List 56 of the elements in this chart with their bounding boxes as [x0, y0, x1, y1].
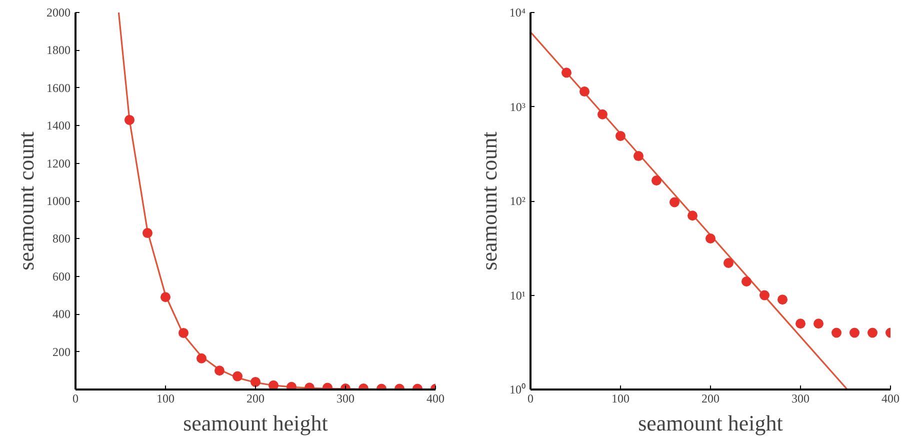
x-tick-label: 400: [426, 392, 444, 406]
y-axis-title: seamount count: [476, 132, 502, 270]
x-tick-label: 300: [792, 392, 810, 406]
point: [868, 328, 878, 338]
point: [724, 258, 734, 268]
y-tick-label: 800: [52, 232, 70, 246]
x-axis-title: seamount height: [638, 410, 783, 436]
y-tick-label: 10¹: [510, 288, 526, 302]
y-tick-label: 600: [52, 269, 70, 284]
point: [814, 318, 824, 329]
point: [760, 290, 770, 300]
point: [580, 86, 590, 97]
point: [178, 328, 188, 338]
point: [598, 109, 608, 120]
point: [250, 376, 260, 387]
y-axis-title: seamount count: [14, 132, 38, 270]
point: [742, 276, 752, 286]
point: [634, 151, 644, 162]
point: [286, 382, 296, 390]
y-tick-label: 400: [52, 307, 70, 322]
x-tick-label: 200: [702, 392, 720, 406]
point: [214, 366, 224, 376]
point: [796, 318, 806, 329]
point: [706, 234, 716, 244]
point: [232, 371, 242, 382]
point: [832, 328, 842, 338]
x-tick-label: 0: [72, 392, 78, 406]
x-axis-title: seamount height: [183, 410, 328, 436]
point: [670, 197, 680, 208]
point: [778, 294, 788, 305]
x-tick-label: 0: [528, 392, 534, 406]
x-tick-label: 300: [336, 392, 354, 406]
y-tick-label: 1000: [46, 194, 70, 208]
point: [562, 68, 572, 78]
y-tick-label: 1800: [46, 43, 70, 58]
y-tick-label: 200: [52, 344, 70, 359]
x-tick-label: 100: [612, 392, 630, 406]
point: [142, 228, 152, 238]
x-tick-label: 200: [246, 392, 264, 406]
x-tick-label: 400: [882, 392, 900, 406]
y-tick-label: 2000: [46, 6, 70, 20]
y-tick-label: 10⁴: [509, 6, 526, 20]
point: [616, 130, 626, 141]
point: [196, 353, 206, 364]
y-tick-label: 10²: [510, 194, 526, 208]
point: [652, 176, 662, 186]
point: [850, 328, 860, 338]
y-tick-label: 1400: [46, 118, 70, 133]
point: [688, 210, 698, 221]
point: [160, 292, 170, 302]
x-tick-label: 100: [156, 392, 174, 406]
point: [268, 380, 278, 390]
y-tick-label: 1200: [46, 156, 70, 170]
y-tick-label: 1600: [46, 80, 70, 95]
y-tick-label: 10⁰: [510, 382, 526, 396]
y-tick-label: 10³: [510, 100, 526, 114]
